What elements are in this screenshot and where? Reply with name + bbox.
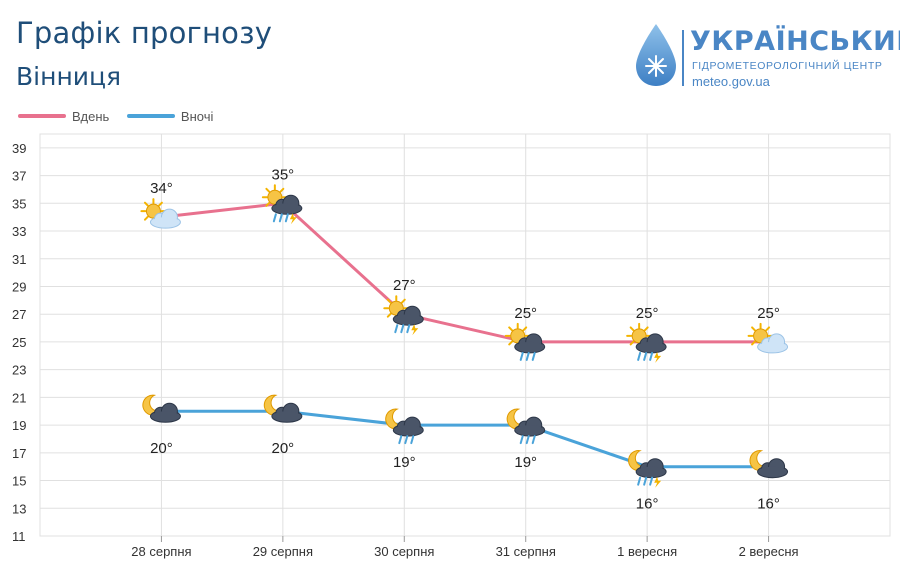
moon-thunderstorm-icon <box>628 450 667 488</box>
data-label: 25° <box>636 305 659 322</box>
x-tick-label: 1 вересня <box>617 544 677 559</box>
sun-cloud-icon <box>140 198 181 229</box>
x-tick-label: 28 серпня <box>131 544 191 559</box>
y-tick-label: 35 <box>12 196 26 211</box>
legend-item-day[interactable]: Вдень <box>18 109 109 124</box>
data-label: 16° <box>757 496 780 513</box>
sun-thunderstorm-icon <box>626 322 667 363</box>
hydromet-logo[interactable]: УКРАЇНСЬКИЙ ГІДРОМЕТЕОРОЛОГІЧНИЙ ЦЕНТР m… <box>630 18 900 98</box>
moon-cloud-icon <box>749 450 789 479</box>
y-tick-label: 39 <box>12 141 26 156</box>
x-tick-label: 30 серпня <box>374 544 434 559</box>
moon-rain-icon <box>506 408 546 445</box>
series-line-day[interactable] <box>161 201 769 344</box>
sun-cloud-icon <box>747 322 789 354</box>
city-name: Вінниця <box>16 62 122 91</box>
logo-name: УКРАЇНСЬКИЙ <box>690 26 900 57</box>
chart-legend: Вдень Вночі <box>18 106 227 124</box>
y-tick-label: 37 <box>12 169 26 184</box>
data-label: 25° <box>514 305 537 322</box>
data-label: 35° <box>272 166 295 183</box>
moon-rain-icon <box>385 408 424 445</box>
data-label: 19° <box>393 454 416 471</box>
x-tick-label: 31 серпня <box>496 544 556 559</box>
logo-divider <box>682 30 684 86</box>
x-tick-label: 29 серпня <box>253 544 313 559</box>
data-label: 27° <box>393 277 416 294</box>
logo-url[interactable]: meteo.gov.ua <box>692 74 770 89</box>
y-tick-label: 15 <box>12 474 26 489</box>
y-tick-label: 21 <box>12 390 26 405</box>
series-line-night[interactable] <box>161 409 769 469</box>
moon-cloud-icon <box>142 394 181 423</box>
data-label: 34° <box>150 180 173 197</box>
sun-thunderstorm-icon <box>261 184 303 225</box>
legend-night-swatch <box>126 114 175 118</box>
page-title: Графік прогнозу <box>16 16 273 50</box>
y-tick-label: 11 <box>12 529 26 544</box>
y-tick-label: 25 <box>12 335 26 350</box>
data-label: 25° <box>757 305 780 322</box>
y-tick-label: 33 <box>12 224 26 239</box>
legend-item-night[interactable]: Вночі <box>126 108 214 124</box>
water-drop-icon <box>636 24 676 86</box>
legend-day-label: Вдень <box>72 108 110 124</box>
y-tick-label: 19 <box>12 418 26 433</box>
y-tick-label: 13 <box>12 501 26 516</box>
sun-thunderstorm-icon <box>383 295 424 336</box>
x-tick-label: 2 вересня <box>739 544 799 559</box>
data-label: 19° <box>514 454 537 471</box>
y-tick-label: 17 <box>12 446 26 461</box>
sun-rain-icon <box>504 322 546 361</box>
legend-day-swatch <box>18 114 66 118</box>
data-label: 20° <box>150 440 173 457</box>
data-label: 20° <box>272 440 295 457</box>
y-tick-label: 31 <box>12 252 26 267</box>
data-label: 16° <box>636 496 659 513</box>
moon-cloud-icon <box>263 394 303 423</box>
y-tick-label: 29 <box>12 279 26 294</box>
y-tick-label: 23 <box>12 363 26 378</box>
logo-center: ГІДРОМЕТЕОРОЛОГІЧНИЙ ЦЕНТР <box>692 60 883 72</box>
legend-night-label: Вночі <box>180 108 214 124</box>
y-tick-label: 27 <box>12 307 26 322</box>
